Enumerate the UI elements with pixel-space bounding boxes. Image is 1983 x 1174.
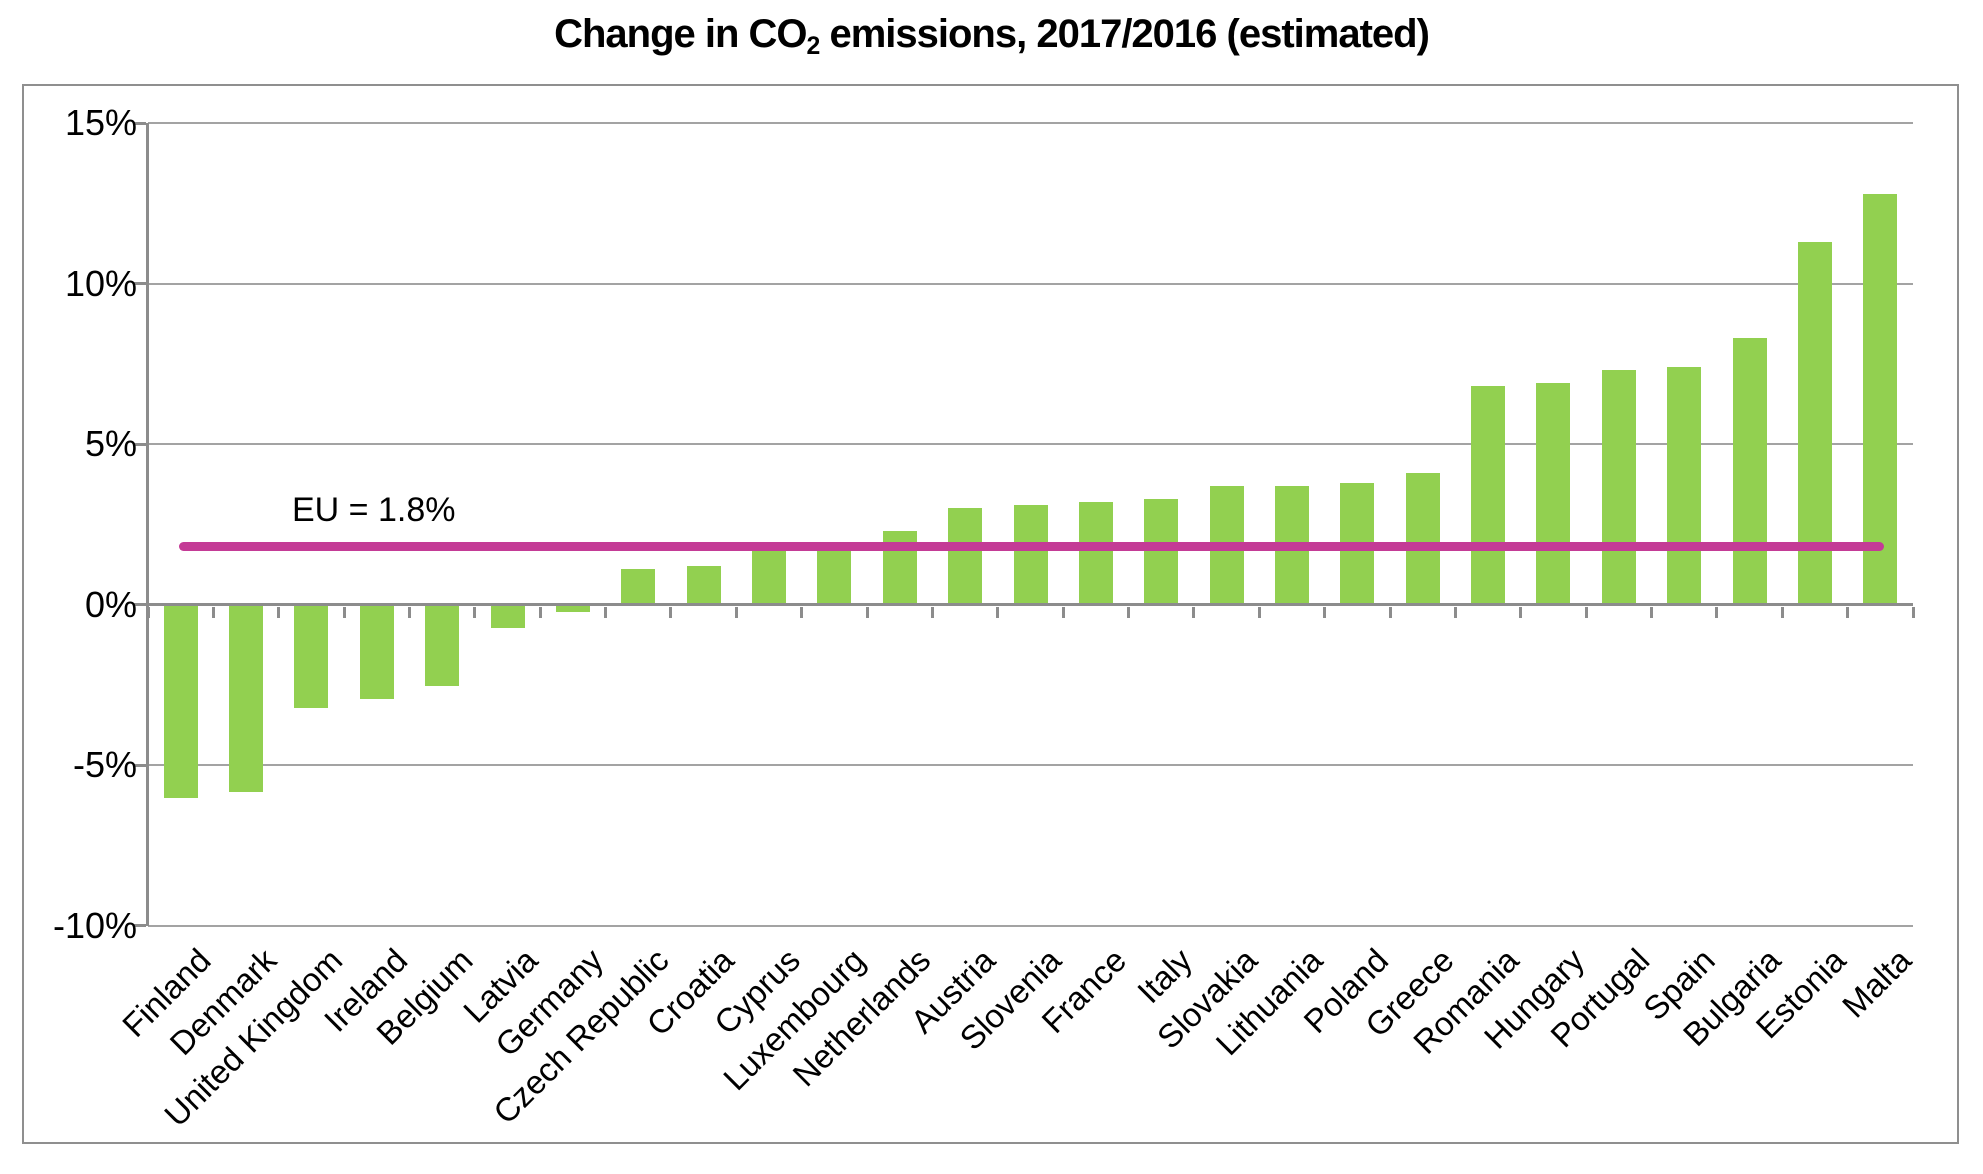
bar-romania [1471, 386, 1506, 605]
y-gridline--5- [148, 764, 1913, 766]
x-tick [1061, 606, 1065, 618]
bar-spain [1667, 366, 1702, 605]
x-tick [146, 606, 150, 618]
y-axis-label--5-: -5% [72, 744, 137, 785]
bar-slovenia [1013, 504, 1048, 605]
x-tick [604, 606, 608, 618]
y-tick-15- [134, 121, 146, 125]
x-tick [1650, 606, 1654, 618]
bar-germany [555, 605, 590, 612]
x-tick [1453, 606, 1457, 618]
bar-ireland [359, 605, 394, 699]
x-tick [538, 606, 542, 618]
bar-latvia [490, 605, 525, 628]
bar-italy [1144, 498, 1179, 605]
chart-title-text: Change in CO [554, 12, 807, 56]
x-tick [669, 606, 673, 618]
x-tick [865, 606, 869, 618]
y-tick-10- [134, 282, 146, 285]
x-axis-line [148, 603, 1913, 606]
x-tick [1584, 606, 1588, 618]
bar-united-kingdom [294, 605, 329, 709]
x-tick [930, 606, 934, 618]
bar-austria [948, 508, 983, 605]
y-axis-label--10-: -10% [52, 904, 137, 946]
x-tick [407, 606, 411, 618]
x-tick [1715, 606, 1719, 618]
y-tick--10- [134, 924, 146, 927]
x-tick [342, 606, 346, 618]
x-tick [1780, 606, 1784, 618]
bar-france [1078, 501, 1113, 605]
x-tick [1127, 606, 1131, 618]
x-tick [1257, 606, 1261, 618]
x-tick [473, 606, 477, 618]
x-tick [1323, 606, 1327, 618]
y-gridline-15- [148, 122, 1913, 124]
x-tick [1846, 606, 1850, 618]
x-tick [1192, 606, 1196, 618]
bar-czech-republic [621, 569, 656, 605]
chart-title-subscript: 2 [806, 32, 821, 60]
chart-title: Change in CO2 emissions, 2017/2016 (esti… [0, 12, 1983, 61]
bar-cyprus [752, 549, 787, 605]
bar-malta [1863, 193, 1898, 605]
y-axis-label-0-: 0% [84, 583, 137, 625]
x-tick [1519, 606, 1523, 618]
bar-portugal [1601, 370, 1636, 605]
bar-finland [163, 605, 198, 799]
y-tick-0- [134, 603, 146, 606]
x-tick [277, 606, 281, 618]
bar-bulgaria [1732, 338, 1767, 605]
eu-line-label: EU = 1.8% [292, 491, 456, 529]
y-tick--5- [134, 763, 146, 767]
y-gridline-10- [148, 282, 1913, 285]
x-tick [734, 606, 738, 618]
x-tick [996, 606, 1000, 618]
bar-hungary [1536, 383, 1571, 605]
bar-denmark [229, 605, 264, 792]
chart-title-suffix: emissions, 2017/2016 (estimated) [819, 12, 1429, 56]
y-axis-label-5-: 5% [84, 423, 137, 464]
x-tick [1911, 606, 1915, 618]
eu-reference-line [178, 542, 1885, 552]
y-axis-label-15-: 15% [64, 102, 137, 143]
bar-luxembourg [817, 549, 852, 605]
y-axis-line [146, 123, 149, 926]
x-tick [800, 606, 804, 618]
y-gridline--10- [148, 924, 1913, 927]
y-axis-label-10-: 10% [64, 262, 137, 304]
bar-croatia [686, 565, 721, 605]
x-tick [1388, 606, 1392, 618]
x-tick [211, 606, 215, 618]
y-gridline-5- [148, 443, 1913, 445]
bar-belgium [425, 605, 460, 686]
bar-greece [1405, 472, 1440, 605]
y-tick-5- [134, 442, 146, 446]
